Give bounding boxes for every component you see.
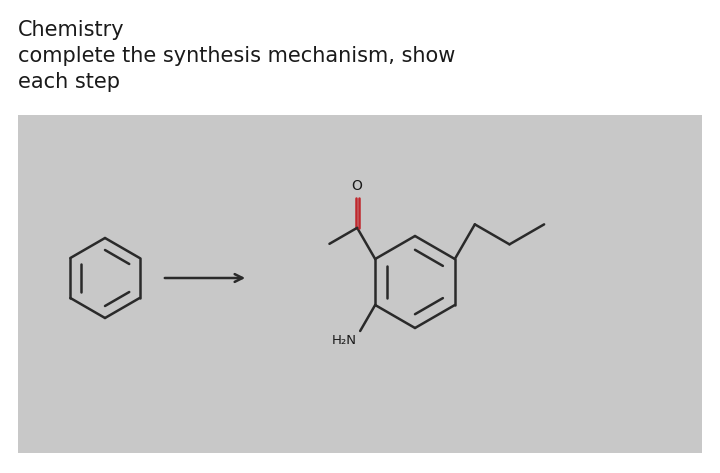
Text: O: O [352,179,363,193]
Text: each step: each step [18,72,120,92]
Text: Chemistry: Chemistry [18,20,125,40]
FancyBboxPatch shape [18,115,702,453]
Text: H₂N: H₂N [332,334,357,347]
Text: complete the synthesis mechanism, show: complete the synthesis mechanism, show [18,46,455,66]
